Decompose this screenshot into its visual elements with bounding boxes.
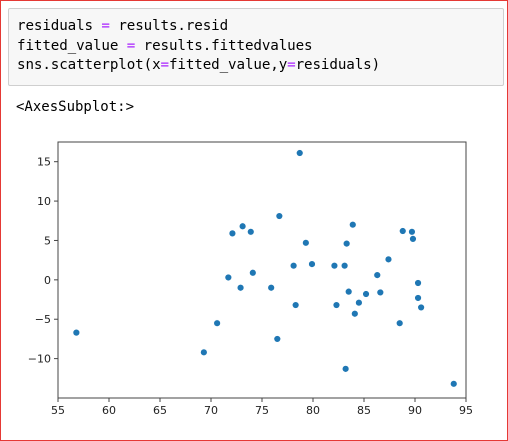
x-tick-label: 55 bbox=[51, 404, 65, 417]
scatter-point bbox=[417, 303, 425, 312]
scatter-point bbox=[289, 261, 298, 270]
output-text: <AxesSubplot:> bbox=[16, 99, 135, 115]
scatter-point bbox=[249, 269, 257, 277]
scatter-point bbox=[450, 380, 458, 388]
scatter-point bbox=[341, 365, 350, 373]
y-tick-label: −10 bbox=[28, 353, 51, 366]
x-tick-label: 75 bbox=[255, 404, 269, 417]
y-tick-label: 0 bbox=[44, 274, 51, 287]
scatter-point bbox=[342, 239, 351, 248]
scatter-point bbox=[355, 298, 363, 307]
x-tick-label: 60 bbox=[102, 404, 116, 417]
scatter-point bbox=[302, 239, 310, 247]
scatter-point bbox=[414, 294, 422, 302]
scatter-point bbox=[275, 212, 284, 220]
code-line-1: residuals = results.resid bbox=[17, 18, 229, 34]
scatter-point bbox=[267, 284, 275, 292]
scatter-point bbox=[224, 273, 233, 282]
x-tick-label: 65 bbox=[153, 404, 167, 417]
scatter-point bbox=[351, 310, 359, 318]
scatter-point bbox=[296, 149, 304, 157]
scatter-point bbox=[247, 228, 255, 236]
code-cell[interactable]: residuals = results.resid fitted_value =… bbox=[8, 8, 504, 86]
code-line-2: fitted_value = results.fittedvalues bbox=[17, 37, 313, 54]
scatter-point bbox=[340, 261, 349, 270]
x-tick-label: 80 bbox=[306, 404, 320, 417]
y-tick-label: −5 bbox=[35, 313, 51, 326]
scatter-point bbox=[291, 301, 300, 309]
scatter-point bbox=[330, 261, 339, 270]
x-tick-label: 85 bbox=[357, 404, 371, 417]
scatter-point bbox=[399, 227, 407, 235]
scatter-point bbox=[414, 279, 422, 287]
scatter-point bbox=[384, 255, 393, 264]
plot-frame bbox=[57, 141, 467, 399]
scatter-point bbox=[200, 348, 208, 357]
scatter-point bbox=[236, 284, 245, 292]
scatter-point bbox=[396, 319, 404, 327]
y-tick-label: 5 bbox=[44, 234, 51, 247]
scatter-point bbox=[345, 287, 353, 296]
x-tick-label: 95 bbox=[459, 404, 473, 417]
x-tick-label: 90 bbox=[408, 404, 422, 417]
scatter-point bbox=[376, 288, 385, 297]
scatter-point bbox=[332, 301, 341, 309]
scatter-point bbox=[362, 290, 370, 298]
y-tick-label: 10 bbox=[37, 195, 51, 208]
scatter-point bbox=[72, 328, 81, 337]
scatter-point bbox=[373, 271, 381, 279]
scatter-point bbox=[308, 260, 316, 268]
scatter-point bbox=[408, 228, 416, 236]
scatter-point bbox=[238, 222, 247, 230]
scatter-point bbox=[273, 335, 281, 343]
x-tick-label: 70 bbox=[204, 404, 218, 417]
code-line-3: sns.scatterplot(x=fitted_value,y=residua… bbox=[17, 57, 381, 73]
y-tick-label: 15 bbox=[37, 156, 51, 169]
scatter-point bbox=[213, 319, 221, 327]
scatter-point bbox=[228, 229, 237, 238]
scatter-point bbox=[409, 235, 417, 243]
scatter-point bbox=[349, 221, 357, 229]
